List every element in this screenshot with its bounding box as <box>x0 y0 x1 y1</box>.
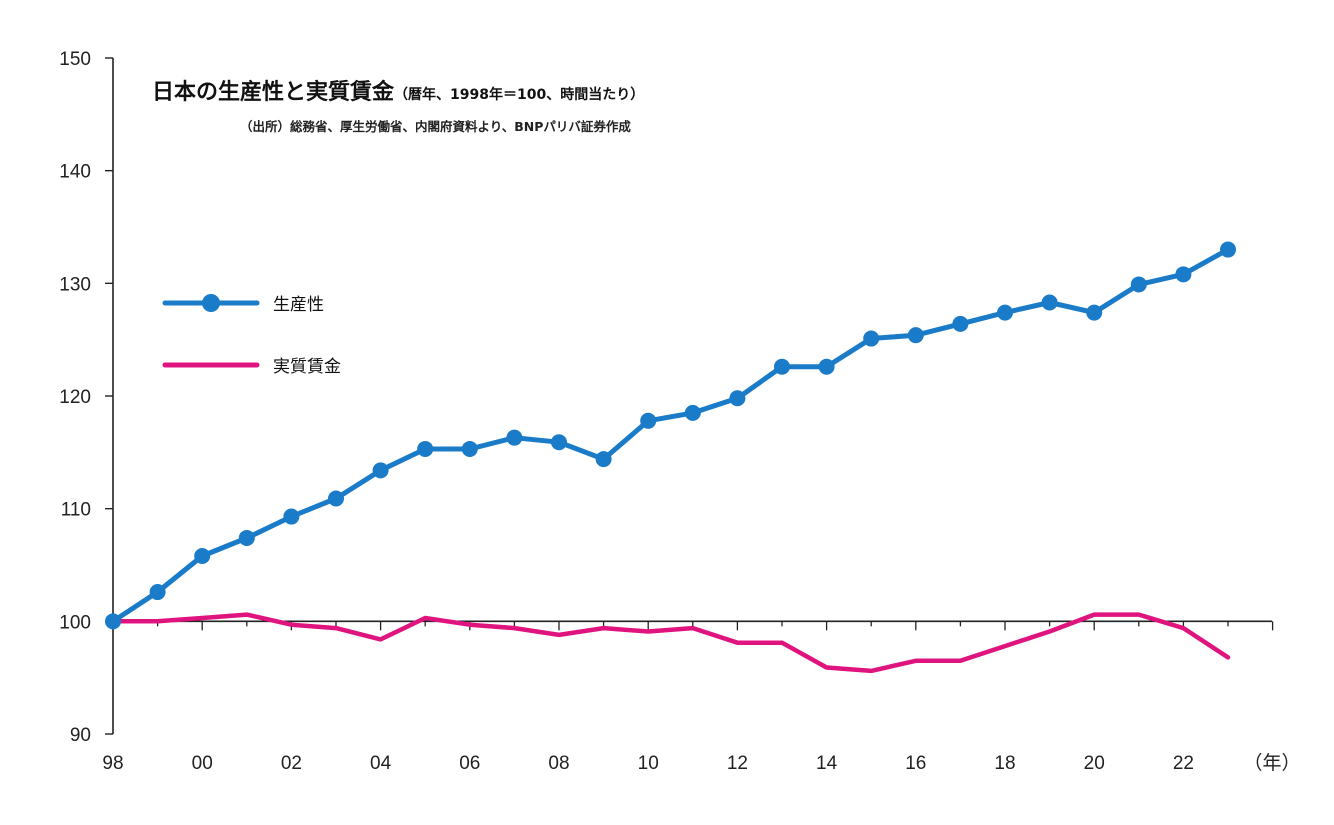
x-tick-label: 00 <box>192 753 213 774</box>
x-tick-label: 06 <box>459 753 480 774</box>
data-point <box>818 358 835 375</box>
x-tick-label: 20 <box>1084 753 1105 774</box>
legend-label: 生産性 <box>273 295 324 315</box>
x-tick-label: 18 <box>994 753 1015 774</box>
data-point <box>1220 241 1236 258</box>
y-tick-label: 150 <box>59 49 91 70</box>
data-point <box>238 529 255 546</box>
y-tick-label: 130 <box>59 274 91 295</box>
data-point <box>863 330 880 347</box>
data-point <box>461 440 478 457</box>
x-tick-label: 98 <box>102 753 123 774</box>
data-point <box>1175 266 1192 283</box>
y-tick-label: 90 <box>70 725 91 746</box>
chart-source: （出所）総務省、厚生労働省、内閣府資料より、BNPパリバ証券作成 <box>240 119 631 134</box>
y-tick-label: 100 <box>59 612 91 633</box>
data-point <box>551 434 567 451</box>
x-tick-label: 04 <box>370 753 392 774</box>
data-point <box>149 584 166 601</box>
legend-label: 実質賃金 <box>273 357 341 377</box>
legend-marker <box>202 294 220 312</box>
axes: 90 100 110 120 130 140 150 98 00 02 04 06 08 10 12 14 16… <box>59 49 1300 774</box>
data-point <box>684 404 701 421</box>
series-layer <box>105 241 1236 674</box>
x-tick-label: 22 <box>1173 753 1194 774</box>
data-point <box>774 358 790 375</box>
data-point <box>952 315 969 332</box>
x-tick-label: 12 <box>727 753 748 774</box>
data-point <box>372 462 389 479</box>
chart-title: 日本の生産性と実質賃金（暦年、1998年＝100、時間当たり） <box>152 74 644 106</box>
data-point <box>1130 276 1147 293</box>
y-tick-label: 110 <box>61 500 91 521</box>
series-productivity <box>105 241 1236 630</box>
data-point <box>417 440 434 457</box>
chart-title-text: 日本の生産性と実質賃金 <box>152 80 395 105</box>
x-tick-label: 02 <box>281 753 302 774</box>
data-point <box>194 547 211 564</box>
data-point <box>283 508 300 525</box>
data-point <box>595 451 612 468</box>
data-point <box>105 613 121 630</box>
data-point <box>640 412 657 429</box>
y-tick-label: 140 <box>59 162 91 183</box>
data-point <box>729 390 746 407</box>
legend-item: 実質賃金 <box>162 357 341 377</box>
chart-subtitle: （暦年、1998年＝100、時間当たり） <box>394 87 645 103</box>
data-point <box>907 327 924 344</box>
x-tick-label: 16 <box>905 753 926 774</box>
data-point <box>1041 294 1058 311</box>
x-axis-label: （年） <box>1243 752 1300 774</box>
legend-item: 生産性 <box>162 294 324 315</box>
series-real-wage <box>110 612 1231 674</box>
x-tick-label: 14 <box>816 753 838 774</box>
data-point <box>506 429 523 446</box>
data-point <box>1086 304 1103 321</box>
data-point <box>328 490 344 507</box>
x-tick-label: 10 <box>638 753 659 774</box>
x-tick-label: 08 <box>548 753 569 774</box>
y-tick-label: 120 <box>59 387 91 408</box>
data-point <box>997 304 1013 321</box>
series-line <box>110 612 1231 674</box>
